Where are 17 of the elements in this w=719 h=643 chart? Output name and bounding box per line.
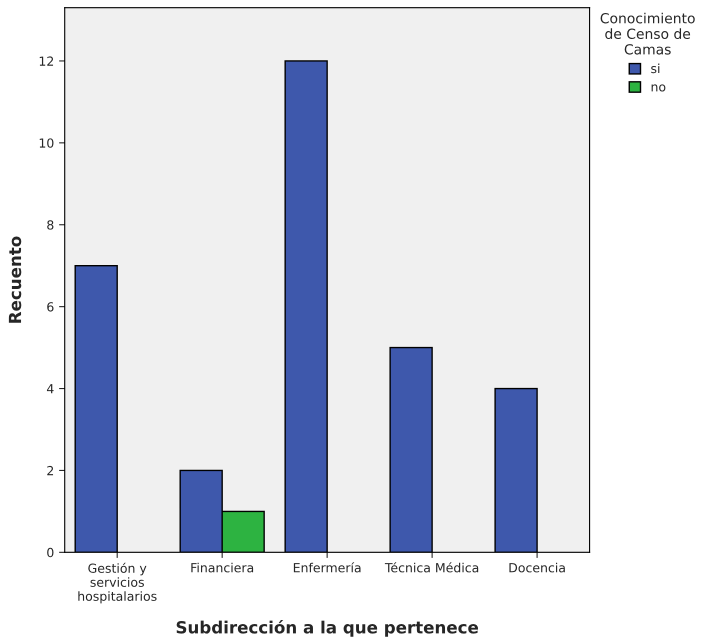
- y-tick-label: 12: [40, 56, 54, 66]
- x-tick-label: Gestión y servicios hospitalarios: [78, 562, 157, 604]
- x-axis-title: Subdirección a la que pertenece: [176, 620, 478, 637]
- y-tick-label: 8: [47, 220, 54, 230]
- y-tick-label: 2: [47, 466, 54, 476]
- legend-label: si: [651, 64, 660, 74]
- y-axis-title: Recuento: [8, 236, 22, 323]
- legend-title: Conocimiento de Censo de Camas: [600, 12, 695, 55]
- x-tick-label: Financiera: [191, 562, 254, 572]
- x-tick-label: Técnica Médica: [384, 562, 478, 572]
- y-tick-label: 4: [46, 384, 54, 394]
- x-tick-label: Docencia: [509, 562, 565, 572]
- y-tick-label: 6: [47, 302, 54, 312]
- y-tick-label: 0: [47, 548, 54, 558]
- y-tick-label: 10: [40, 138, 54, 148]
- x-tick-label: Enfermería: [294, 562, 360, 572]
- legend-label: no: [652, 84, 666, 92]
